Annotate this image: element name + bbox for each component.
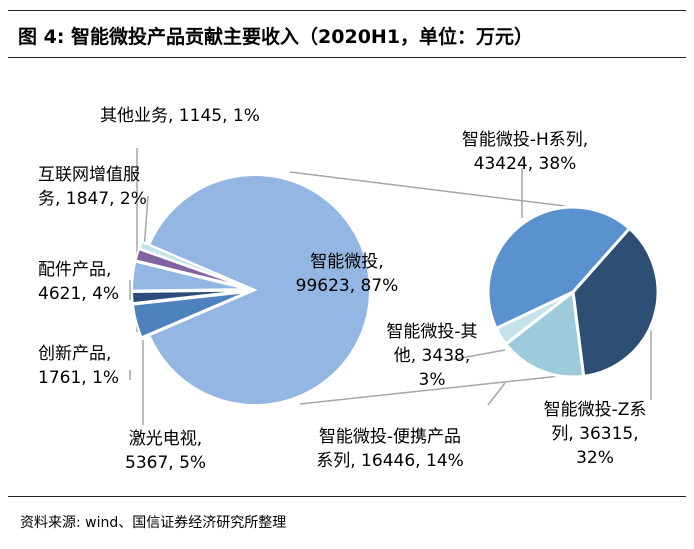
slice-innov — [131, 289, 248, 305]
slice-laser — [131, 291, 248, 339]
leader-line — [299, 375, 561, 405]
slice-h — [486, 205, 632, 331]
label-innov: 创新产品, 1761, 1% — [38, 344, 120, 388]
label-parts: 配件产品, 4621, 4% — [38, 260, 120, 304]
label-inet: 互联网增值服 务, 1847, 2% — [38, 165, 147, 209]
label-h: 智能微投-H系列, 43424, 38% — [461, 130, 589, 174]
label-oth: 智能微投-其 他, 3438, 3% — [386, 322, 478, 390]
label-port: 智能微投-便携产品 系列, 16446, 14% — [316, 427, 464, 471]
top-rule — [8, 10, 686, 11]
label-other: 其他业务, 1145, 1% — [100, 106, 260, 126]
label-laser: 激光电视, 5367, 5% — [125, 429, 207, 473]
chart-title: 图 4: 智能微投产品贡献主要收入（2020H1，单位：万元） — [18, 26, 534, 48]
slice-other — [137, 240, 248, 289]
bottom-rule — [8, 496, 686, 497]
slice-parts — [131, 260, 248, 292]
slice-z — [571, 226, 660, 379]
leader-line — [289, 171, 566, 207]
label-main: 智能微投, 99623, 87% — [295, 252, 399, 296]
source-note: 资料来源: wind、国信证券经济研究所整理 — [20, 515, 287, 531]
title-rule — [8, 57, 686, 58]
leader-line — [487, 382, 506, 406]
label-z: 智能微投-Z系 列, 36315, 32% — [543, 400, 647, 468]
slice-port — [503, 289, 586, 379]
slice-main — [147, 174, 371, 406]
leader-line — [449, 349, 506, 361]
leader-line — [143, 195, 149, 251]
